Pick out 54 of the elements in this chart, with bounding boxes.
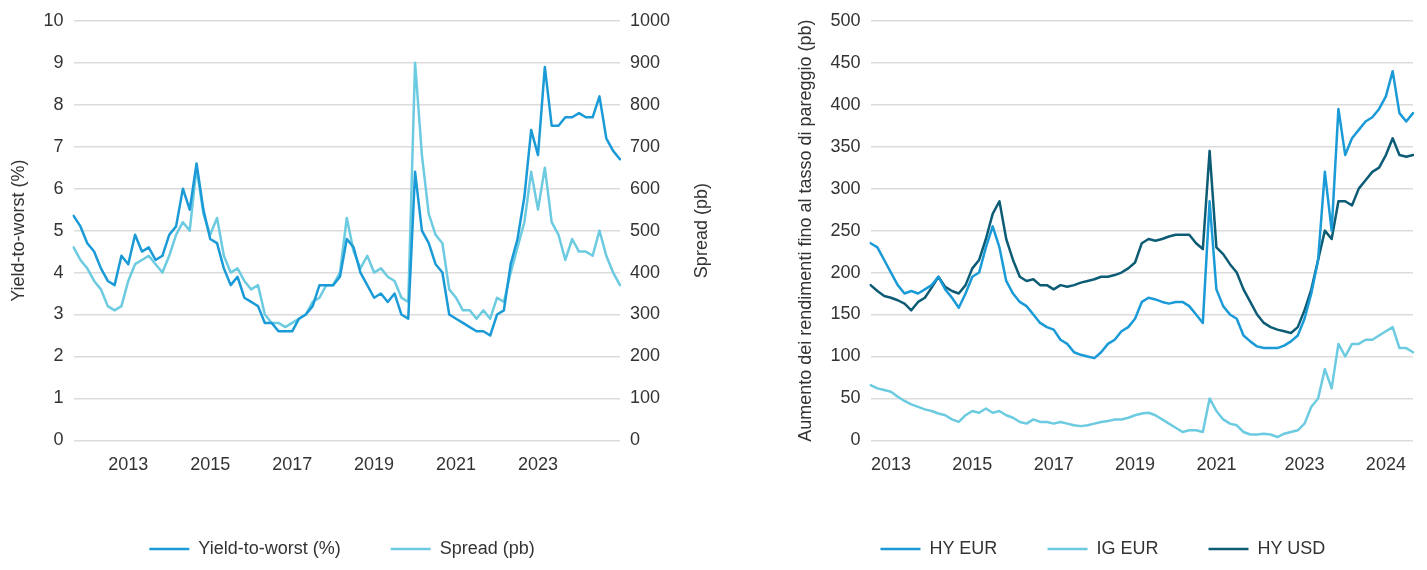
y-tick-label: 350 xyxy=(830,135,861,156)
y-tick-label: 250 xyxy=(830,219,861,240)
y2-tick-label: 500 xyxy=(629,219,660,240)
y-tick-label: 8 xyxy=(53,93,64,114)
y2-tick-label: 1000 xyxy=(629,9,670,30)
x-tick-label: 2015 xyxy=(190,454,231,475)
y-tick-label: 0 xyxy=(850,429,861,450)
legend-label: IG EUR xyxy=(1096,537,1159,558)
y2-axis-title: Spread (pb) xyxy=(690,183,711,279)
y-tick-label: 200 xyxy=(830,261,861,282)
x-tick-label: 2021 xyxy=(436,454,477,475)
x-tick-label: 2024 xyxy=(1365,454,1406,475)
legend-label: HY USD xyxy=(1257,537,1326,558)
y-tick-label: 7 xyxy=(53,135,64,156)
y-tick-label: 1 xyxy=(53,387,64,408)
x-tick-label: 2015 xyxy=(952,454,993,475)
x-tick-label: 2017 xyxy=(272,454,313,475)
y-axis-title: Aumento dei rendimenti fino al tasso di pareggio (pb) xyxy=(794,19,815,442)
y-tick-label: 6 xyxy=(53,177,64,198)
y-tick-label: 150 xyxy=(830,303,861,324)
y-tick-label: 3 xyxy=(53,303,64,324)
x-tick-label: 2013 xyxy=(870,454,911,475)
y-tick-label: 450 xyxy=(830,51,861,72)
y2-tick-label: 200 xyxy=(629,345,660,366)
y-tick-label: 2 xyxy=(53,345,64,366)
y-tick-label: 0 xyxy=(53,429,64,450)
y-axis-title: Yield-to-worst (%) xyxy=(7,159,28,302)
y2-tick-label: 600 xyxy=(629,177,660,198)
y-tick-label: 9 xyxy=(53,51,64,72)
y-tick-label: 400 xyxy=(830,93,861,114)
y2-tick-label: 400 xyxy=(629,261,660,282)
y2-tick-label: 700 xyxy=(629,135,660,156)
y-tick-label: 50 xyxy=(840,387,861,408)
x-tick-label: 2019 xyxy=(354,454,395,475)
y2-tick-label: 0 xyxy=(629,429,640,450)
y-tick-label: 100 xyxy=(830,345,861,366)
x-tick-label: 2023 xyxy=(517,454,559,475)
y-tick-label: 10 xyxy=(43,9,64,30)
legend-label: Spread (pb) xyxy=(439,537,535,558)
legend-label: Yield-to-worst (%) xyxy=(198,537,341,558)
x-tick-label: 2017 xyxy=(1033,454,1074,475)
y2-tick-label: 900 xyxy=(629,51,660,72)
x-tick-label: 2021 xyxy=(1196,454,1237,475)
y2-tick-label: 300 xyxy=(629,303,660,324)
y-tick-label: 500 xyxy=(830,9,861,30)
y-tick-label: 5 xyxy=(53,219,64,240)
y-tick-label: 300 xyxy=(830,177,861,198)
y-tick-label: 4 xyxy=(53,261,64,282)
legend-label: HY EUR xyxy=(929,537,998,558)
y2-tick-label: 800 xyxy=(629,93,660,114)
x-tick-label: 2019 xyxy=(1115,454,1156,475)
x-tick-label: 2023 xyxy=(1284,454,1325,475)
y2-tick-label: 100 xyxy=(629,387,660,408)
x-tick-label: 2013 xyxy=(108,454,149,475)
